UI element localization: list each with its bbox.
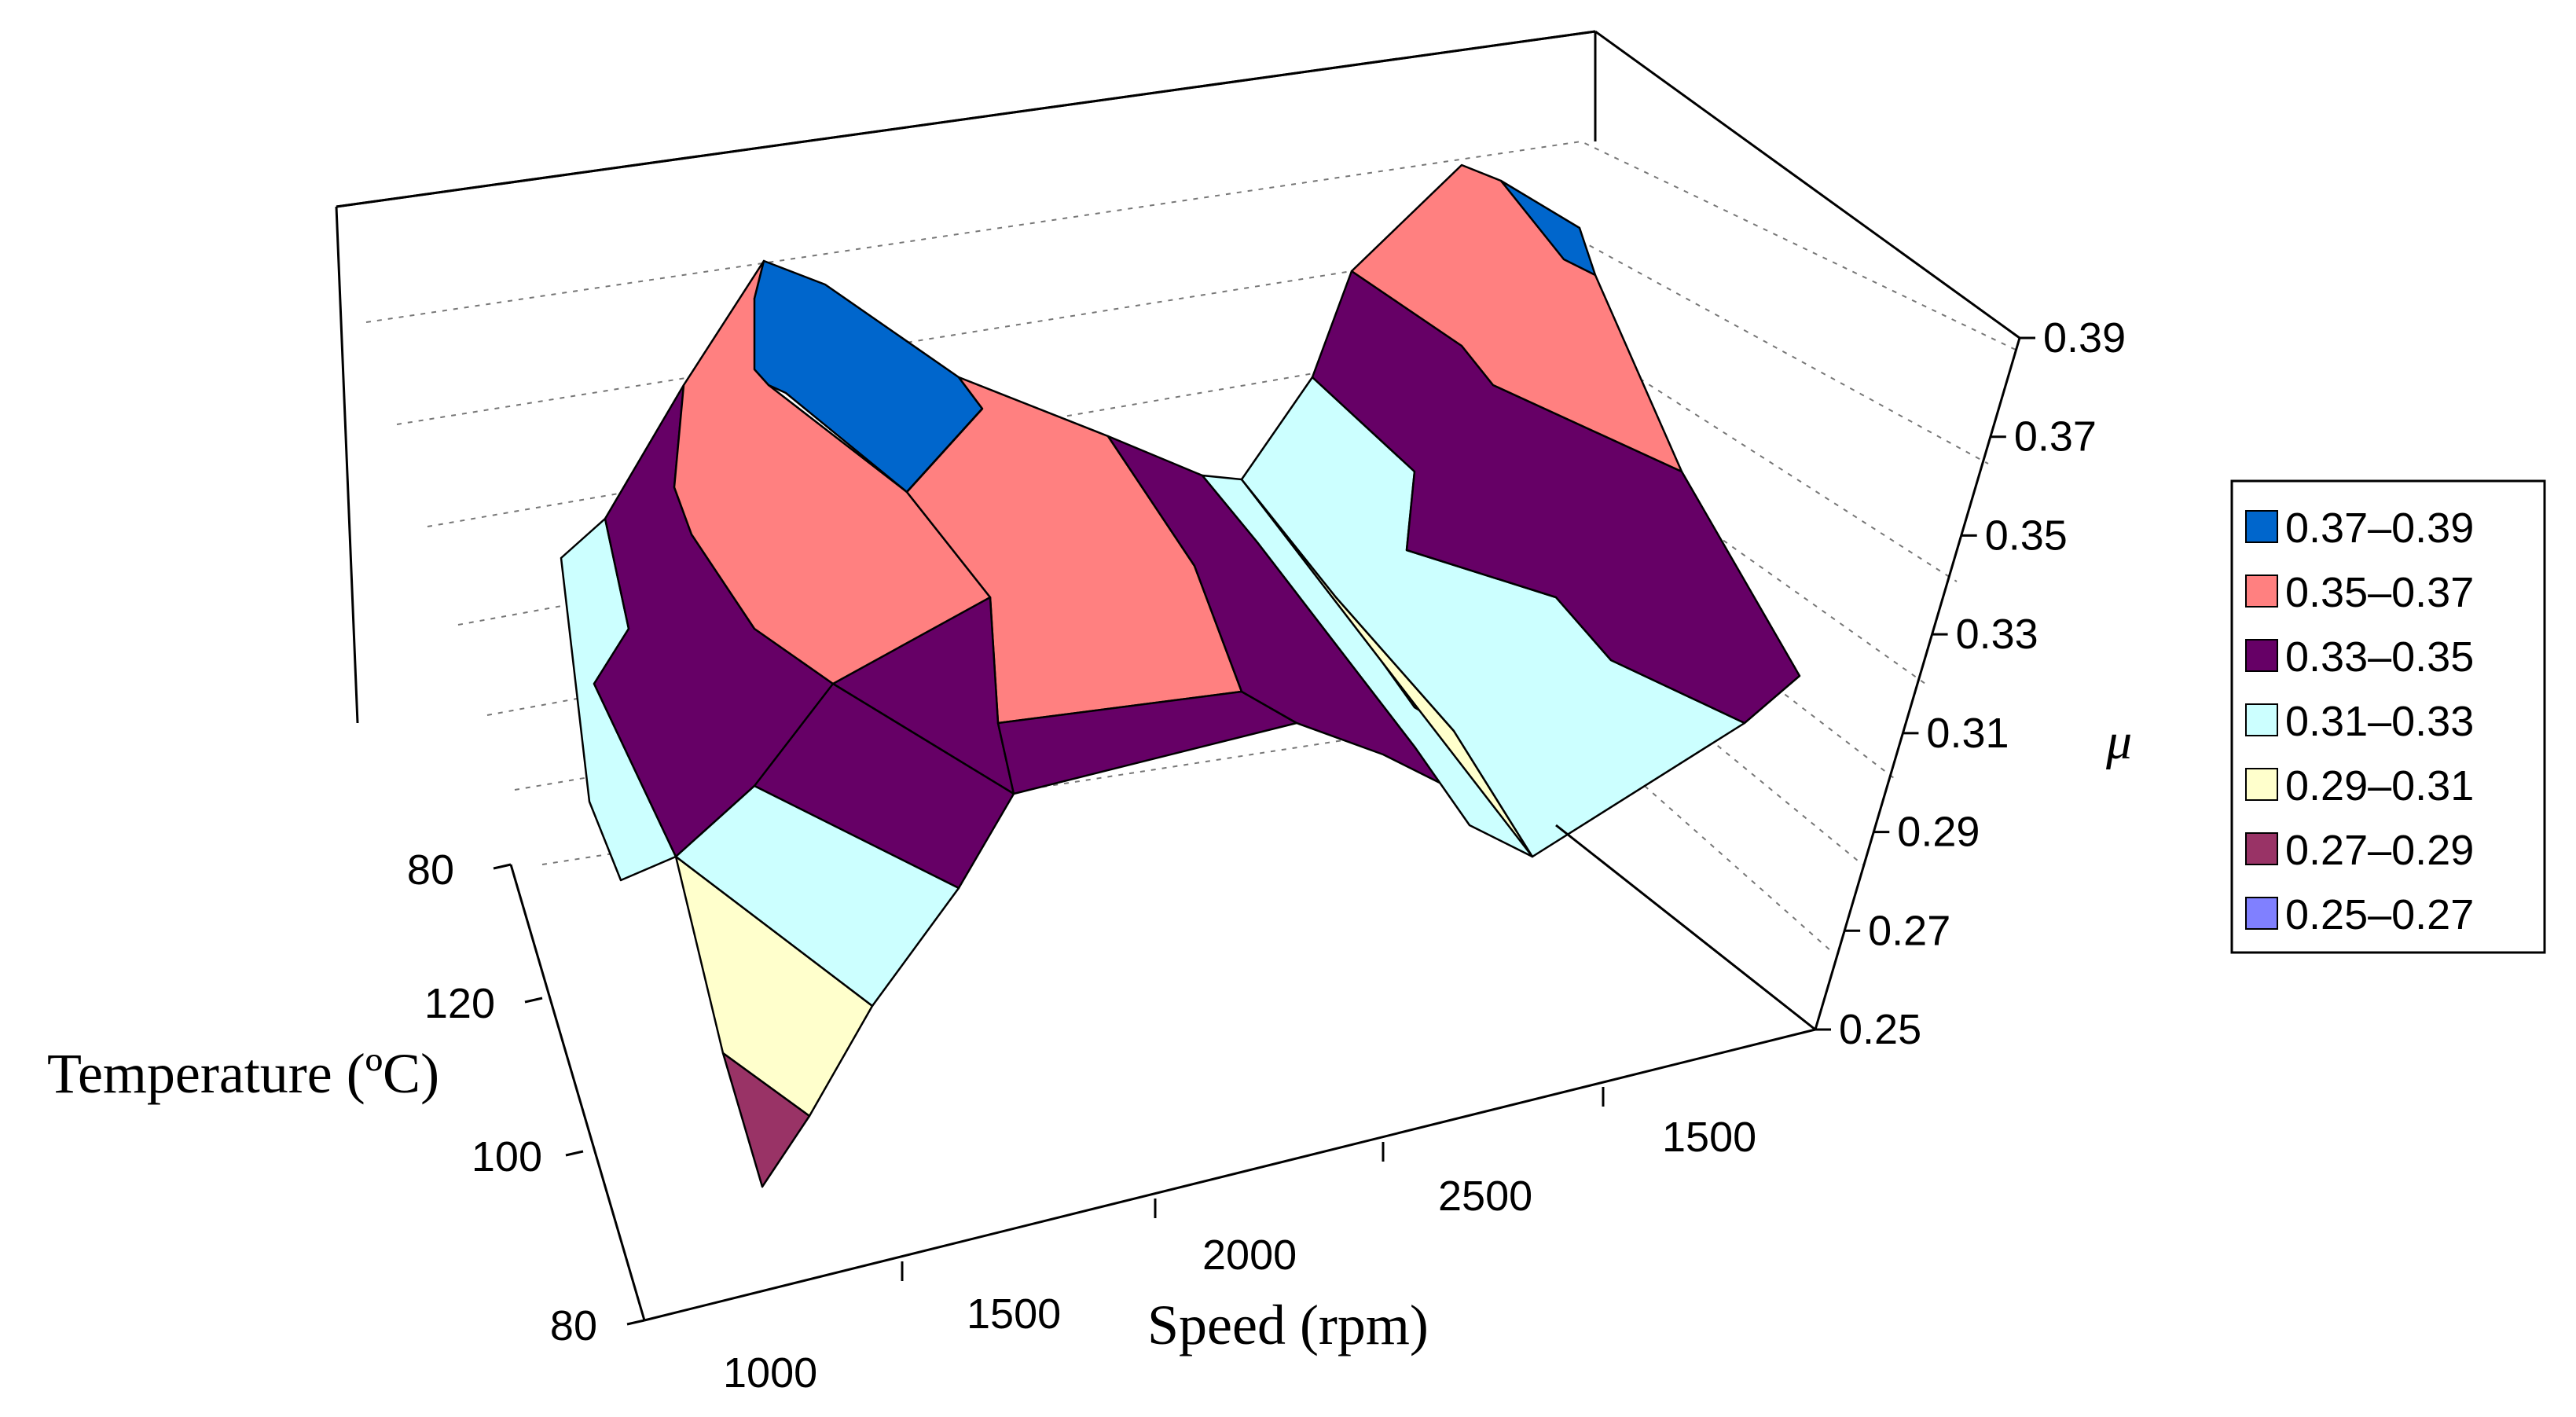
mu-tick: 0.39: [2043, 314, 2126, 362]
speed-tick: 2000: [1202, 1232, 1297, 1279]
speed-axis-title: Speed (rpm): [1147, 1294, 1429, 1356]
legend-label: 0.33–0.35: [2285, 633, 2474, 681]
legend-swatch: [2245, 897, 2278, 930]
speed-axis: 1000 1500 2000 2500 1500 Speed (rpm): [723, 1087, 1756, 1397]
mu-tick: 0.25: [1839, 1006, 1921, 1053]
temperature-tick: 120: [424, 980, 495, 1027]
legend-swatch: [2245, 768, 2278, 801]
temperature-tick: 80: [550, 1302, 597, 1349]
speed-tick: 1000: [723, 1349, 817, 1397]
temperature-axis-title: Temperature (ºC): [47, 1042, 439, 1105]
speed-tick: 1500: [1662, 1114, 1756, 1161]
legend-label: 0.31–0.33: [2285, 698, 2474, 745]
legend-label: 0.35–0.37: [2285, 569, 2474, 616]
speed-tick: 2500: [1438, 1173, 1532, 1220]
temperature-axis: 80 120 100 80 Temperature (ºC): [47, 846, 645, 1349]
mu-axis: 0.25 0.27 0.29 0.31 0.33 0.35 0.37 0.39: [1815, 314, 2126, 1053]
surface-patch: [721, 1052, 811, 1188]
temperature-tick: 80: [407, 846, 454, 894]
surface-patch: [753, 259, 984, 494]
speed-tick: 1500: [967, 1290, 1061, 1338]
legend-swatch: [2245, 510, 2278, 543]
legend-box: [2230, 479, 2546, 954]
mu-tick: 0.37: [2014, 413, 2097, 461]
legend: 0.37–0.39 0.35–0.37 0.33–0.35 0.31–0.33 0.29…: [2230, 479, 2546, 954]
surface: [560, 163, 1801, 1188]
surface-patch: [1499, 179, 1597, 277]
front-frame: [509, 337, 2021, 1322]
mu-tick: 0.29: [1897, 809, 1980, 856]
legend-label: 0.37–0.39: [2285, 505, 2474, 552]
legend-swatch: [2245, 832, 2278, 865]
legend-label: 0.25–0.27: [2285, 891, 2474, 938]
legend-swatch: [2245, 575, 2278, 608]
back-wall: [335, 30, 2020, 724]
temperature-tick: 100: [472, 1133, 542, 1180]
legend-label: 0.29–0.31: [2285, 762, 2474, 809]
legend-swatch: [2245, 703, 2278, 736]
mu-tick: 0.33: [1956, 611, 2038, 658]
mu-axis-title: μ: [2105, 713, 2132, 770]
mu-tick: 0.27: [1868, 907, 1950, 954]
legend-label: 0.27–0.29: [2285, 827, 2474, 874]
mu-tick: 0.31: [1926, 710, 2009, 757]
mu-tick: 0.35: [1985, 512, 2068, 559]
legend-swatch: [2245, 639, 2278, 672]
